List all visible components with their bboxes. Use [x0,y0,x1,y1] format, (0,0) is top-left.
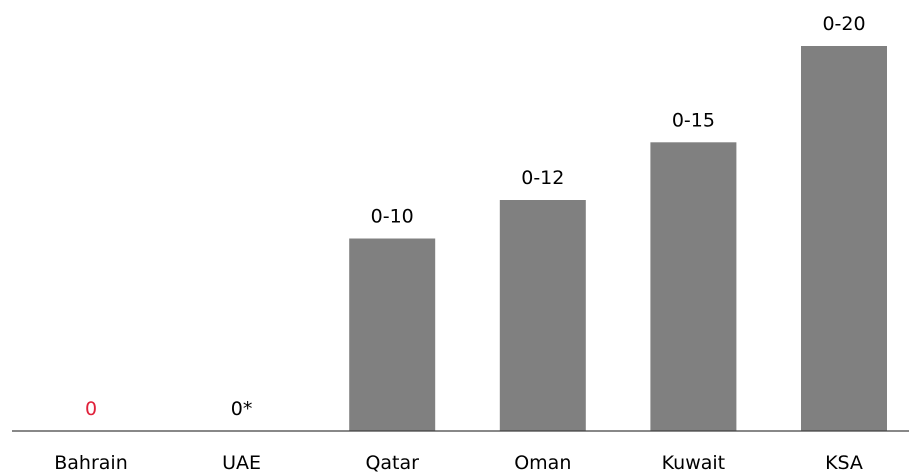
data-label-bahrain: 0 [85,398,97,420]
data-labels-group: 0 0* 0-10 0-12 0-15 0-20 [85,13,866,420]
data-label-qatar: 0-10 [371,206,414,228]
category-label-uae: UAE [222,452,261,474]
category-label-oman: Oman [514,452,571,474]
category-label-qatar: Qatar [365,452,419,474]
bars-group [349,46,887,432]
category-labels-group: Bahrain UAE Qatar Oman Kuwait KSA [54,452,863,474]
bar-qatar [349,238,436,431]
category-label-kuwait: Kuwait [662,452,725,474]
data-label-kuwait: 0-15 [672,109,715,131]
data-label-uae: 0* [231,398,253,420]
data-label-oman: 0-12 [521,167,564,189]
category-label-ksa: KSA [825,452,863,474]
bar-ksa [801,46,887,431]
bar-oman [499,200,586,431]
category-label-bahrain: Bahrain [54,452,128,474]
data-label-ksa: 0-20 [822,13,865,35]
bar-kuwait [650,142,737,432]
